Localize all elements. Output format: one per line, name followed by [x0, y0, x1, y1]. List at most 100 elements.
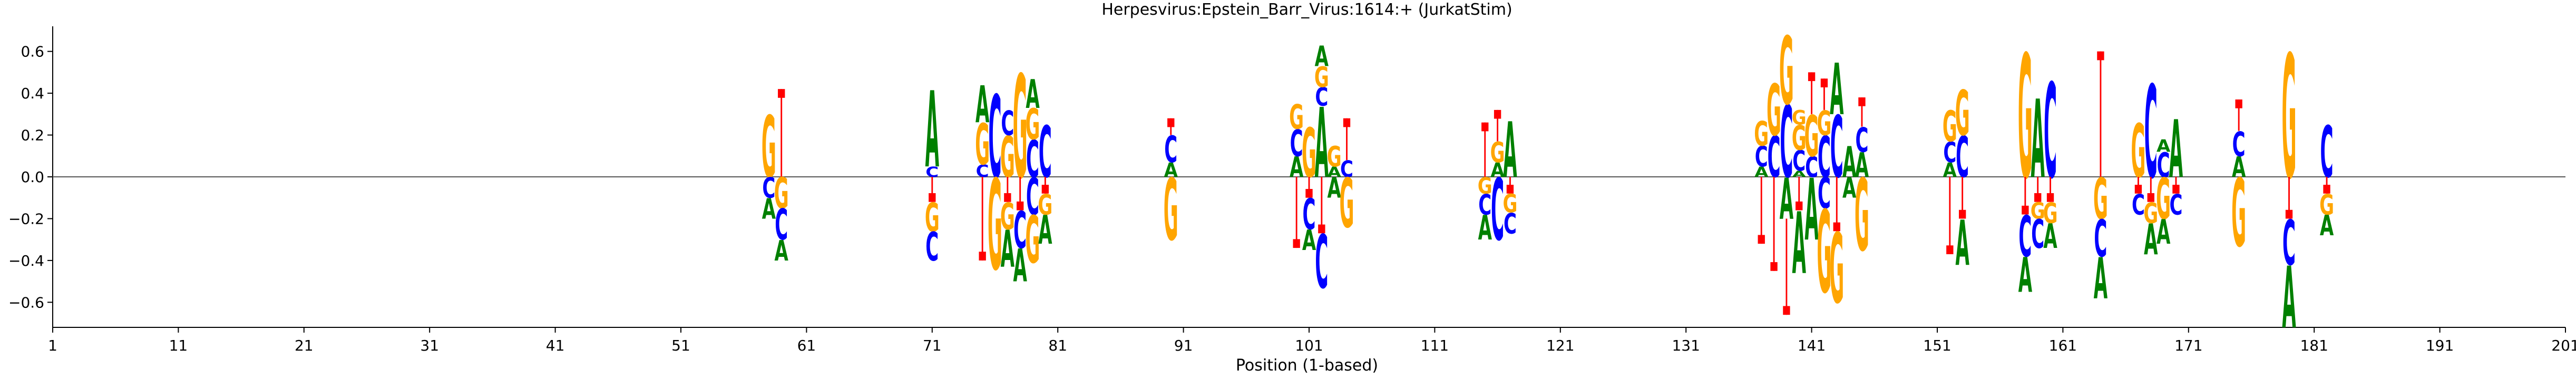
- T-stem: [2150, 177, 2152, 202]
- letter-A-glyph: A: [1855, 146, 1869, 185]
- letter-C-glyph: C: [989, 73, 1002, 204]
- T-stem: [1962, 177, 1964, 219]
- T-stem: [1019, 177, 1021, 211]
- logo-letter-C: C: [1026, 168, 1039, 227]
- logo-letter-G: G: [975, 112, 990, 177]
- letter-G-glyph: G: [1955, 78, 1970, 150]
- logo-letter-T: [1783, 218, 1790, 315]
- logo-letter-A: A: [1490, 159, 1505, 182]
- logo-letter-T: [2034, 177, 2042, 202]
- logo-letter-T: [1946, 177, 1954, 254]
- letter-A-glyph: A: [1842, 138, 1856, 187]
- logo-letter-T: [2134, 177, 2142, 194]
- letter-C-glyph: C: [2157, 146, 2170, 185]
- letter-G-glyph: G: [1289, 98, 1304, 137]
- logo-letter-A: A: [2018, 248, 2032, 304]
- logo-letter-A: A: [925, 69, 939, 191]
- T-cap: [929, 193, 936, 202]
- logo-letter-C: C: [1780, 85, 1793, 200]
- letter-A-glyph: A: [1026, 71, 1039, 117]
- logo-letter-A: A: [775, 234, 789, 267]
- letter-C-glyph: C: [1026, 168, 1039, 227]
- letter-G-glyph: G: [1767, 70, 1781, 152]
- logo-letter-T: [2172, 177, 2180, 194]
- logo-letter-A: A: [762, 192, 776, 225]
- letter-A-glyph: A: [975, 76, 989, 135]
- letter-C-glyph: C: [1818, 169, 1831, 218]
- logo-letter-C: C: [2031, 211, 2044, 257]
- logo-letter-G: G: [1943, 102, 1957, 152]
- letter-C-glyph: C: [1780, 85, 1793, 200]
- x-tick-label: 21: [295, 337, 314, 354]
- T-cap: [1004, 193, 1011, 202]
- logo-letter-C: C: [775, 201, 788, 250]
- T-cap: [1318, 224, 1325, 234]
- letter-C-glyph: C: [1805, 151, 1818, 184]
- logo-letter-G: G: [925, 195, 940, 241]
- logo-letter-T: [979, 177, 986, 261]
- x-tick-label: 151: [1923, 337, 1951, 354]
- T-stem: [1798, 177, 1800, 211]
- x-tick-label: 31: [420, 337, 439, 354]
- logo-letter-C: C: [1290, 122, 1303, 164]
- logo-letter-G: G: [1779, 18, 1794, 126]
- T-cap: [2172, 185, 2180, 194]
- logo-letter-A: A: [1830, 49, 1843, 131]
- letter-G-glyph: G: [1829, 213, 1844, 325]
- logo-letter-C: C: [1818, 169, 1831, 218]
- logo-letter-C: C: [2169, 188, 2182, 221]
- x-tick-label: 191: [2426, 337, 2454, 354]
- logo-letter-A: A: [2320, 209, 2334, 242]
- logo-letter-A: A: [2157, 213, 2170, 252]
- logo-letter-T: [2285, 177, 2293, 219]
- T-stem: [981, 177, 983, 261]
- T-cap: [1343, 118, 1351, 127]
- letter-C-glyph: C: [1855, 121, 1868, 161]
- logo-letter-G: G: [1955, 78, 1970, 150]
- x-tick-label: 121: [1546, 337, 1574, 354]
- logo-letter-G: G: [2031, 198, 2045, 225]
- logo-letter-G: G: [1804, 104, 1819, 169]
- logo-letter-A: A: [1478, 208, 1492, 248]
- T-stem: [2024, 177, 2026, 215]
- x-tick-label: 201: [2551, 337, 2576, 354]
- letter-G-glyph: G: [2319, 188, 2334, 221]
- logo-letter-G: G: [2156, 166, 2171, 232]
- logo-letter-G: G: [1478, 173, 1492, 199]
- T-stem: [931, 177, 933, 202]
- letter-A-glyph: A: [1804, 162, 1818, 260]
- logo-letter-C: C: [1805, 151, 1818, 184]
- logo-letter-A: A: [1792, 169, 1807, 179]
- letter-G-glyph: G: [1478, 173, 1492, 199]
- logo-letter-T: [1959, 177, 1966, 219]
- letter-C-glyph: C: [2282, 207, 2296, 279]
- logo-letter-A: A: [1026, 71, 1039, 117]
- letter-A-glyph: A: [1956, 207, 1969, 279]
- T-cap: [2034, 193, 2042, 202]
- letter-C-glyph: C: [1943, 136, 1956, 169]
- T-cap: [2046, 193, 2054, 202]
- letter-G-glyph: G: [1000, 195, 1015, 237]
- y-tick-label: 0.0: [21, 168, 44, 186]
- letter-G-glyph: G: [762, 99, 776, 197]
- logo-letter-G: G: [1792, 119, 1807, 158]
- logo-letter-T: [1481, 122, 1489, 177]
- x-tick-label: 181: [2300, 337, 2328, 354]
- letter-G-glyph: G: [1817, 104, 1831, 144]
- letter-G-glyph: G: [1943, 102, 1957, 152]
- logo-letter-G: G: [2093, 166, 2108, 232]
- logo-letter-G: G: [1026, 100, 1040, 149]
- T-cap: [1770, 262, 1778, 271]
- logo-letter-G: G: [762, 99, 776, 197]
- x-tick-label: 141: [1798, 337, 1826, 354]
- letter-A-glyph: A: [2094, 246, 2108, 312]
- logo-letter-T: [1506, 177, 1514, 194]
- y-tick-label: −0.2: [8, 210, 44, 227]
- y-tick-label: −0.4: [8, 252, 44, 269]
- T-stem: [780, 89, 783, 177]
- logo-letter-G: G: [1327, 140, 1342, 173]
- logo-letter-A: A: [1327, 164, 1341, 181]
- letter-A-glyph: A: [2282, 249, 2296, 348]
- logo-letter-C: C: [1340, 156, 1353, 183]
- logo-letter-T: [1796, 177, 1803, 211]
